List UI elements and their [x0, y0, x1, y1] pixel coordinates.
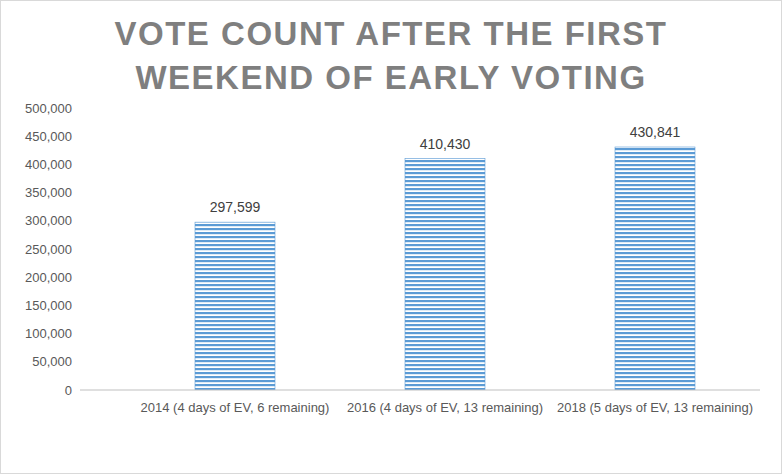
tick-mark [76, 277, 80, 278]
y-tick-label: 450,000 [25, 129, 72, 144]
y-tick-label: 200,000 [25, 270, 72, 285]
tick-mark [76, 333, 80, 334]
x-axis-line [80, 390, 760, 391]
data-label: 410,430 [420, 136, 471, 152]
y-tick-label: 500,000 [25, 101, 72, 116]
data-label: 430,841 [630, 124, 681, 140]
tick-mark [76, 108, 80, 109]
chart-title: VOTE COUNT AFTER THE FIRST WEEKEND OF EA… [81, 12, 701, 100]
chart-canvas: 0 50,000 100,000 150,000 200,000 250,000 300,0… [0, 0, 782, 474]
tick-mark [76, 361, 80, 362]
y-tick-label: 400,000 [25, 157, 72, 172]
tick-mark [76, 136, 80, 137]
x-tick-label: 2018 (5 days of EV, 13 remaining) [557, 400, 753, 415]
y-tick-label: 100,000 [25, 326, 72, 341]
label-line: 2018 (5 days of EV, 13 remaining) [557, 400, 753, 415]
bar [195, 222, 275, 390]
tick-mark [76, 192, 80, 193]
y-tick-label: 150,000 [25, 298, 72, 313]
tick-mark [76, 390, 80, 391]
x-tick-label: 2014 (4 days of EV, 6 remaining) [141, 400, 330, 415]
label-line: 2014 (4 days of EV, 6 remaining) [141, 400, 330, 415]
y-tick-label: 300,000 [25, 213, 72, 228]
tick-mark [76, 305, 80, 306]
label-line: 2016 (4 days of EV, 13 remaining) [347, 400, 543, 415]
y-tick-label: 250,000 [25, 242, 72, 257]
bar [405, 159, 485, 390]
y-tick-label: 350,000 [25, 185, 72, 200]
y-tick-label: 0 [65, 383, 72, 398]
x-tick-label: 2016 (4 days of EV, 13 remaining) [347, 400, 543, 415]
data-label: 297,599 [210, 199, 261, 215]
tick-mark [76, 164, 80, 165]
bar [615, 147, 695, 390]
tick-mark [76, 220, 80, 221]
bars [195, 147, 695, 390]
y-tick-label: 50,000 [32, 354, 72, 369]
tick-mark [76, 249, 80, 250]
